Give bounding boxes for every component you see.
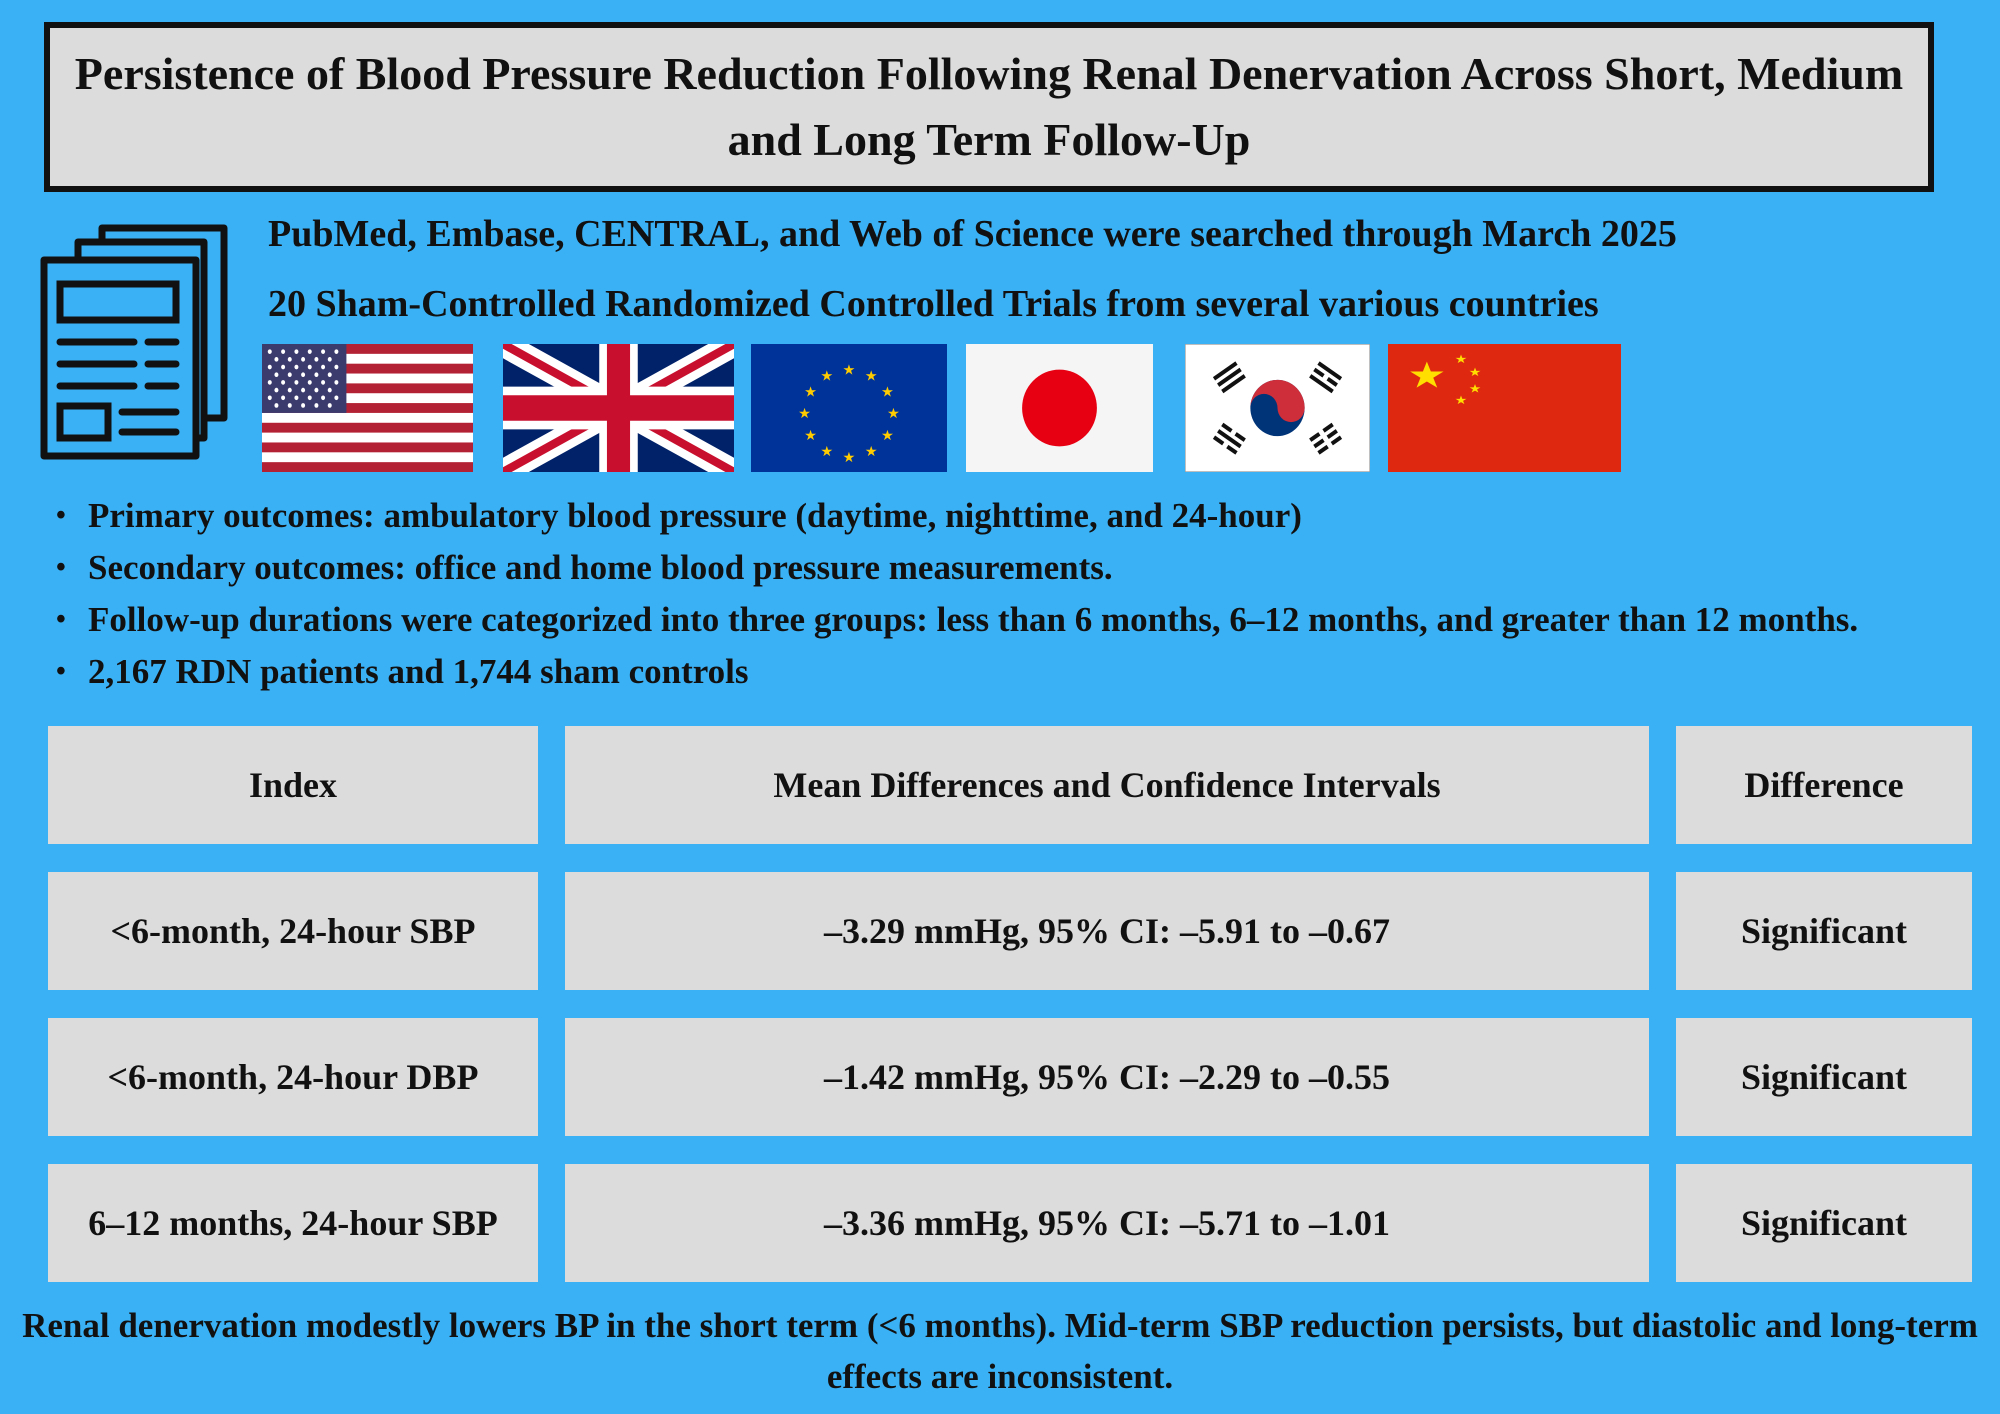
svg-text:★: ★ [1469,383,1482,396]
china-flag-icon: ★ ★ ★ ★ ★ [1388,344,1621,472]
svg-text:★: ★ [820,444,833,460]
bullet-primary-outcomes: Primary outcomes: ambulatory blood press… [56,490,1858,542]
japan-flag-icon [966,344,1153,472]
table-cell-index: 6–12 months, 24-hour SBP [48,1164,538,1282]
svg-text:★: ★ [843,450,856,466]
svg-text:★: ★ [1407,355,1446,396]
table-cell-difference: Significant [1676,1018,1972,1136]
table-cell-mean-difference: –1.42 mmHg, 95% CI: –2.29 to –0.55 [565,1018,1649,1136]
svg-text:★: ★ [887,406,900,422]
document-stack-icon [40,224,228,460]
bullet-follow-up-durations: Follow-up durations were categorized int… [56,594,1858,646]
page-title: Persistence of Blood Pressure Reduction … [74,48,1904,165]
conclusion-text: Renal denervation modestly lowers BP in … [22,1306,1978,1396]
eu-flag-icon: ★ ★ ★ ★ ★ ★ ★ ★ ★ ★ ★ ★ [751,344,947,472]
svg-text:★: ★ [804,428,817,444]
table-header-index: Index [48,726,538,844]
search-statement: PubMed, Embase, CENTRAL, and Web of Scie… [268,213,1677,255]
table-cell-difference: Significant [1676,872,1972,990]
svg-text:★: ★ [1469,366,1482,379]
svg-text:★: ★ [881,428,894,444]
usa-flag-icon [262,344,473,472]
svg-text:★: ★ [843,363,856,379]
svg-text:★: ★ [1455,394,1468,407]
svg-text:★: ★ [798,406,811,422]
title-box: Persistence of Blood Pressure Reduction … [44,22,1934,192]
bullet-patient-counts: 2,167 RDN patients and 1,744 sham contro… [56,646,1858,698]
trials-statement: 20 Sham-Controlled Randomized Controlled… [268,283,1599,325]
table-cell-index: <6-month, 24-hour DBP [48,1018,538,1136]
svg-text:★: ★ [804,384,817,400]
svg-text:★: ★ [881,384,894,400]
table-header-difference: Difference [1676,726,1972,844]
table-cell-mean-difference: –3.36 mmHg, 95% CI: –5.71 to –1.01 [565,1164,1649,1282]
table-cell-mean-difference: –3.29 mmHg, 95% CI: –5.91 to –0.67 [565,872,1649,990]
svg-text:★: ★ [865,369,878,385]
uk-flag-icon [503,344,734,472]
svg-text:★: ★ [820,369,833,385]
svg-text:★: ★ [1455,353,1468,366]
table-cell-index: <6-month, 24-hour SBP [48,872,538,990]
svg-text:★: ★ [865,444,878,460]
table-cell-difference: Significant [1676,1164,1972,1282]
table-header-mean-differences: Mean Differences and Confidence Interval… [565,726,1649,844]
south-korea-flag-icon [1185,344,1370,472]
bullet-list: Primary outcomes: ambulatory blood press… [56,490,1858,698]
bullet-secondary-outcomes: Secondary outcomes: office and home bloo… [56,542,1858,594]
